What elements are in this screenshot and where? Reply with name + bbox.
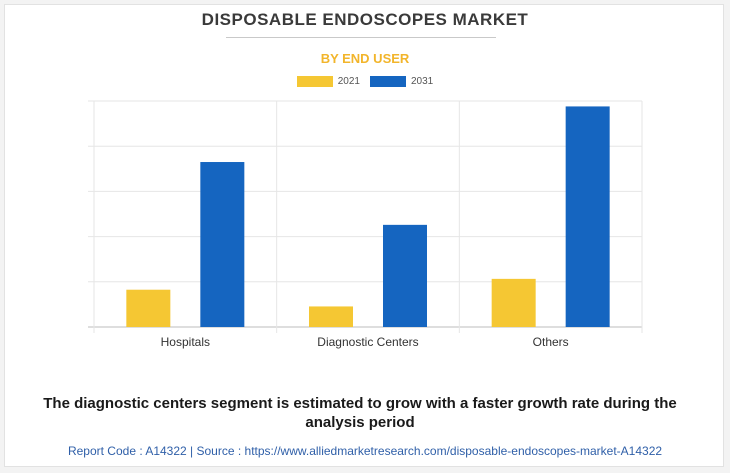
bar-chart: Hospitals Diagnostic Centers Others [88, 100, 643, 349]
legend-label-2031: 2031 [411, 76, 434, 87]
grid-layer [88, 100, 643, 333]
chart-legend: 2021 2031 [0, 76, 730, 87]
bar-diagnostic-centers-2021[interactable] [309, 306, 353, 327]
bar-layer [126, 106, 610, 327]
bar-others-2031[interactable] [565, 106, 610, 327]
chart-subtitle: BY END USER [320, 51, 410, 66]
bar-diagnostic-centers-2031[interactable] [383, 224, 427, 327]
legend-item-2021[interactable]: 2021 [296, 76, 360, 87]
legend-swatch-2021 [296, 76, 333, 87]
legend-swatch-2031 [370, 76, 406, 87]
bar-hospitals-2021[interactable] [126, 289, 171, 327]
report-source-line: Report Code : A14322 | Source : https://… [67, 444, 663, 458]
category-label-others: Others [533, 335, 569, 349]
title-divider [226, 37, 496, 38]
category-label-layer: Hospitals Diagnostic Centers Others [161, 335, 569, 349]
bar-hospitals-2031[interactable] [200, 162, 245, 327]
legend-label-2021: 2021 [337, 76, 360, 87]
bar-others-2021[interactable] [491, 278, 536, 327]
chart-title: DISPOSABLE ENDOSCOPES MARKET [201, 10, 529, 29]
chart-caption: The diagnostic centers segment is estima… [43, 395, 677, 431]
category-label-diagnostic-centers: Diagnostic Centers [317, 335, 418, 349]
category-label-hospitals: Hospitals [161, 335, 210, 349]
legend-item-2031[interactable]: 2031 [370, 76, 433, 87]
